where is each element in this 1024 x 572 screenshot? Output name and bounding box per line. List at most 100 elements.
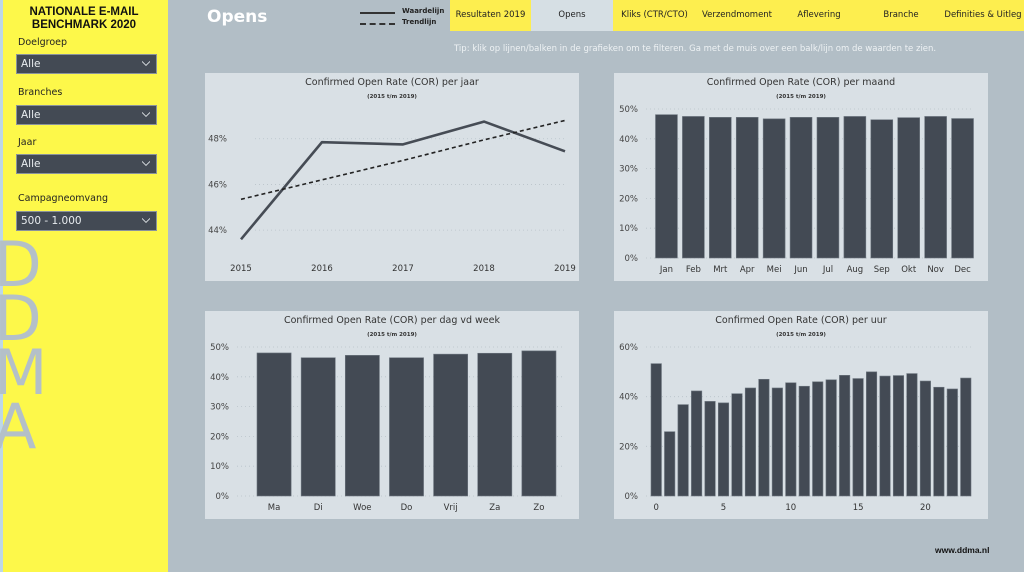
x-tick-label: Jun bbox=[793, 265, 807, 275]
bar-5[interactable] bbox=[717, 402, 730, 497]
chart-cor-per-jaar[interactable]: Confirmed Open Rate (COR) per jaar (2015 … bbox=[205, 73, 579, 281]
line-legend: Waardelijn Trendlijn bbox=[360, 5, 452, 31]
bar-0[interactable] bbox=[650, 363, 662, 497]
report-tabs: Resultaten 2019 Opens Kliks (CTR/CTO) Ve… bbox=[450, 0, 1024, 31]
tab-verzendmoment[interactable]: Verzendmoment bbox=[696, 0, 778, 31]
tab-kliks[interactable]: Kliks (CTR/CTO) bbox=[613, 0, 696, 31]
chevron-down-icon bbox=[142, 61, 150, 66]
doelgroep-dropdown[interactable]: Alle bbox=[16, 54, 157, 74]
branches-value: Alle bbox=[21, 109, 41, 121]
bar-8[interactable] bbox=[758, 378, 770, 497]
chart-cor-per-uur[interactable]: Confirmed Open Rate (COR) per uur (2015 t… bbox=[614, 311, 988, 519]
bar-21[interactable] bbox=[933, 386, 945, 497]
bar-feb[interactable] bbox=[682, 116, 705, 259]
bar-zo[interactable] bbox=[521, 350, 557, 497]
x-tick-label: Woe bbox=[353, 503, 371, 513]
bar-vrij[interactable] bbox=[433, 353, 469, 497]
bar-za[interactable] bbox=[477, 352, 513, 497]
x-tick-label: 0 bbox=[654, 503, 659, 513]
x-tick-label: 2017 bbox=[392, 264, 414, 274]
bar-2[interactable] bbox=[677, 404, 689, 497]
bar-19[interactable] bbox=[906, 373, 918, 497]
bar-ma[interactable] bbox=[256, 352, 292, 497]
bar-13[interactable] bbox=[825, 379, 837, 497]
tab-branche[interactable]: Branche bbox=[860, 0, 942, 31]
solid-line-icon bbox=[360, 12, 395, 14]
bar-mei[interactable] bbox=[762, 118, 786, 259]
bar-mrt[interactable] bbox=[709, 117, 732, 259]
trend-line[interactable] bbox=[240, 119, 566, 201]
bar-22[interactable] bbox=[946, 388, 958, 497]
bar-di[interactable] bbox=[300, 357, 336, 497]
value-line[interactable] bbox=[240, 120, 566, 241]
bar-10[interactable] bbox=[785, 382, 797, 497]
bar-nov[interactable] bbox=[924, 116, 947, 259]
y-tick-label: 10% bbox=[619, 224, 638, 234]
bar-11[interactable] bbox=[798, 385, 810, 497]
bar-jun[interactable] bbox=[789, 117, 813, 259]
sidebar-edge bbox=[0, 0, 3, 572]
bar-okt[interactable] bbox=[897, 117, 920, 259]
bar-aug[interactable] bbox=[843, 116, 867, 259]
y-tick-label: 0% bbox=[625, 254, 639, 264]
bar-do[interactable] bbox=[389, 357, 424, 497]
bar-apr[interactable] bbox=[735, 117, 759, 259]
bar-23[interactable] bbox=[960, 377, 972, 497]
chart-title: Confirmed Open Rate (COR) per maand bbox=[707, 77, 895, 88]
chevron-down-icon bbox=[142, 161, 150, 166]
bar-4[interactable] bbox=[704, 401, 716, 497]
x-tick-label: Ma bbox=[268, 503, 281, 513]
x-tick-label: 5 bbox=[721, 503, 726, 513]
bar-jan[interactable] bbox=[655, 114, 678, 259]
cor-per-uur-bar-chart[interactable]: Confirmed Open Rate (COR) per uur (2015 t… bbox=[614, 311, 988, 519]
x-tick-label: Za bbox=[489, 503, 500, 513]
x-tick-label: Okt bbox=[901, 265, 917, 275]
bar-sep[interactable] bbox=[870, 119, 894, 259]
bar-9[interactable] bbox=[771, 387, 783, 497]
jaar-dropdown[interactable]: Alle bbox=[16, 154, 157, 174]
y-tick-label: 40% bbox=[619, 393, 638, 403]
tab-aflevering[interactable]: Aflevering bbox=[778, 0, 860, 31]
bar-16[interactable] bbox=[866, 371, 878, 497]
bar-17[interactable] bbox=[879, 375, 891, 497]
bar-3[interactable] bbox=[691, 390, 703, 497]
x-tick-label: Dec bbox=[954, 265, 971, 275]
bar-1[interactable] bbox=[664, 431, 676, 497]
filter-label-doelgroep: Doelgroep bbox=[18, 37, 68, 48]
bar-18[interactable] bbox=[892, 375, 905, 497]
chevron-down-icon bbox=[142, 112, 150, 117]
x-tick-label: Mei bbox=[767, 265, 782, 275]
bar-dec[interactable] bbox=[951, 118, 974, 259]
chart-cor-per-maand[interactable]: Confirmed Open Rate (COR) per maand (2015… bbox=[614, 73, 988, 281]
tab-resultaten-2019[interactable]: Resultaten 2019 bbox=[450, 0, 531, 31]
bar-6[interactable] bbox=[731, 393, 743, 497]
y-tick-label: 48% bbox=[208, 135, 227, 145]
chart-cor-per-dag[interactable]: Confirmed Open Rate (COR) per dag vd wee… bbox=[205, 311, 579, 519]
chevron-down-icon bbox=[142, 218, 150, 223]
x-tick-label: Feb bbox=[686, 265, 701, 275]
x-tick-label: Di bbox=[314, 503, 323, 513]
x-tick-label: Zo bbox=[533, 503, 544, 513]
branches-dropdown[interactable]: Alle bbox=[16, 105, 157, 125]
y-tick-label: 50% bbox=[619, 105, 638, 115]
bar-7[interactable] bbox=[744, 387, 756, 497]
campagneomvang-dropdown[interactable]: 500 - 1.000 bbox=[16, 211, 157, 231]
bar-woe[interactable] bbox=[344, 355, 380, 497]
tab-opens[interactable]: Opens bbox=[531, 0, 613, 31]
tab-definities-uitleg[interactable]: Definities & Uitleg bbox=[942, 0, 1024, 31]
x-tick-label: Aug bbox=[847, 265, 864, 275]
bar-jul[interactable] bbox=[816, 117, 840, 259]
bar-15[interactable] bbox=[852, 378, 864, 497]
cor-per-maand-bar-chart[interactable]: Confirmed Open Rate (COR) per maand (2015… bbox=[614, 73, 988, 281]
footer-website-link[interactable]: www.ddma.nl bbox=[935, 545, 990, 555]
cor-per-jaar-line-chart[interactable]: Confirmed Open Rate (COR) per jaar (2015 … bbox=[205, 73, 579, 281]
bar-20[interactable] bbox=[919, 380, 931, 497]
y-tick-label: 20% bbox=[210, 432, 229, 442]
y-tick-label: 30% bbox=[210, 403, 229, 413]
x-tick-label: 2015 bbox=[230, 264, 252, 274]
dashed-line-icon bbox=[360, 23, 395, 25]
cor-per-dag-bar-chart[interactable]: Confirmed Open Rate (COR) per dag vd wee… bbox=[205, 311, 579, 519]
bar-12[interactable] bbox=[812, 381, 824, 497]
bar-14[interactable] bbox=[839, 375, 851, 497]
